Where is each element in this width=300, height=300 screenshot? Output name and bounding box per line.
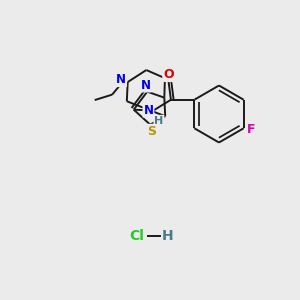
Text: F: F <box>247 123 255 136</box>
Text: N: N <box>143 104 153 117</box>
Text: N: N <box>141 79 151 92</box>
Text: H: H <box>154 116 164 126</box>
Text: N: N <box>116 73 126 86</box>
Text: S: S <box>147 125 156 138</box>
Text: O: O <box>163 68 174 81</box>
Text: Cl: Cl <box>129 229 144 242</box>
Text: H: H <box>162 229 174 242</box>
